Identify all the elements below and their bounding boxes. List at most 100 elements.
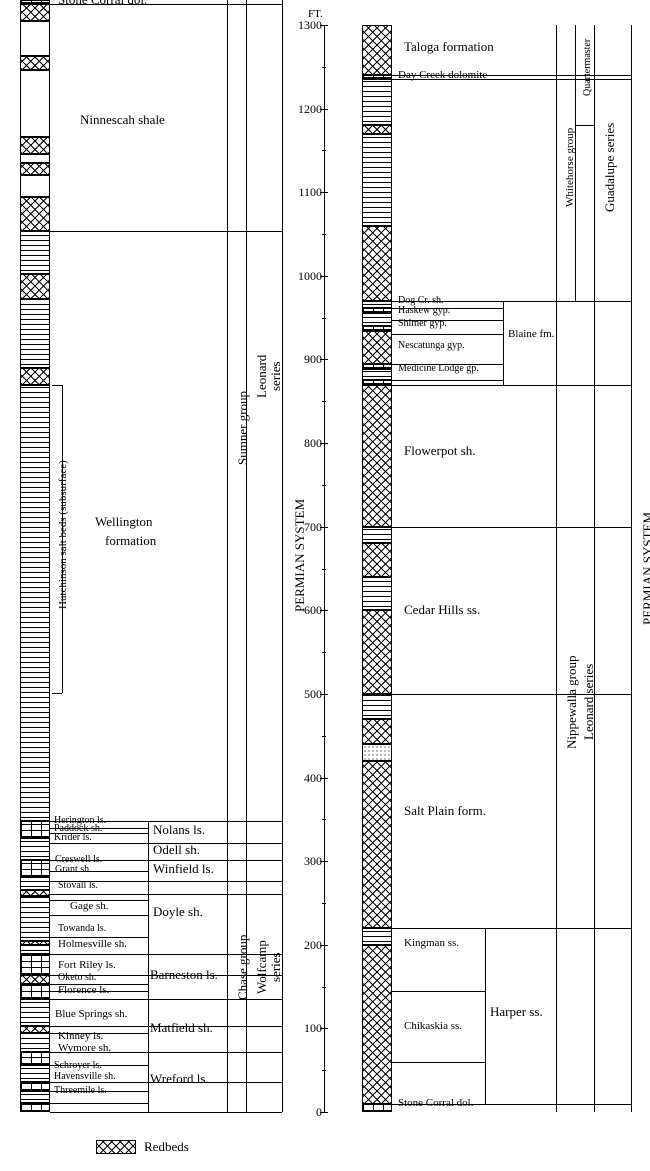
left-segment bbox=[20, 21, 50, 55]
right-segment bbox=[362, 134, 392, 226]
right-label: Cedar Hills ss. bbox=[404, 603, 480, 617]
left-segment bbox=[20, 231, 50, 274]
left-segment bbox=[20, 385, 50, 821]
left-segment bbox=[20, 821, 50, 838]
right-segment bbox=[362, 369, 392, 379]
right-label: Stone Corral dol. bbox=[398, 1098, 473, 1110]
left-label: Nolans ls. bbox=[153, 823, 205, 837]
left-series-divider bbox=[227, 821, 282, 822]
left-label: formation bbox=[105, 534, 156, 548]
right-label: Salt Plain form. bbox=[404, 804, 486, 818]
left-segment bbox=[20, 4, 50, 21]
scale-number: 500 bbox=[288, 687, 322, 702]
scale-number: 900 bbox=[288, 352, 322, 367]
scale-minor-tick bbox=[322, 485, 326, 486]
legend-swatch bbox=[96, 1140, 136, 1154]
left-unit-line bbox=[50, 1112, 282, 1113]
scale-number: 800 bbox=[288, 436, 322, 451]
left-segment bbox=[20, 1052, 50, 1065]
right-label: Flowerpot sh. bbox=[404, 444, 476, 458]
right-segment bbox=[362, 313, 392, 326]
left-segment bbox=[20, 999, 50, 1026]
right-vline bbox=[631, 25, 632, 1112]
right-vlabel: Nippewalla group bbox=[565, 638, 579, 766]
scale-minor-tick bbox=[322, 987, 326, 988]
right-segment bbox=[362, 226, 392, 301]
right-vlabel: Leonard series bbox=[582, 646, 596, 758]
right-vlabel: Guadalupe series bbox=[603, 103, 617, 231]
left-segment bbox=[20, 368, 50, 385]
left-vlabel: series bbox=[269, 943, 283, 991]
left-label: Grant sh. bbox=[55, 865, 92, 876]
right-label: Kingman ss. bbox=[404, 938, 459, 950]
left-label: Holmesville sh. bbox=[58, 939, 127, 951]
legend-label: Redbeds bbox=[144, 1140, 189, 1154]
right-vlabel: Quartermaster bbox=[583, 15, 594, 119]
left-segment bbox=[20, 70, 50, 137]
left-vline bbox=[227, 821, 228, 1112]
hutchinson-bracket bbox=[62, 385, 63, 693]
right-label: Nescatunga gyp. bbox=[398, 341, 465, 352]
right-segment bbox=[362, 543, 392, 576]
scale-minor-tick bbox=[322, 234, 326, 235]
right-segment bbox=[362, 25, 392, 75]
right-label: Chikaskia ss. bbox=[404, 1021, 462, 1033]
left-segment bbox=[20, 56, 50, 71]
scale-minor-tick bbox=[322, 150, 326, 151]
right-segment bbox=[362, 527, 392, 544]
left-segment bbox=[20, 137, 50, 154]
left-member-line bbox=[50, 1103, 148, 1104]
right-vlabel: Whitehorse group bbox=[565, 103, 577, 231]
right-unit-line bbox=[392, 385, 631, 386]
left-segment bbox=[20, 954, 50, 975]
right-segment bbox=[362, 694, 392, 719]
left-label: Florence ls. bbox=[58, 985, 109, 997]
scale-number: 400 bbox=[288, 771, 322, 786]
left-segment bbox=[20, 860, 50, 877]
left-label: Kinney ls. bbox=[58, 1031, 103, 1043]
left-segment bbox=[20, 1091, 50, 1104]
scale-number: 1100 bbox=[288, 185, 322, 200]
right-segment bbox=[362, 744, 392, 761]
left-segment bbox=[20, 890, 50, 897]
left-segment bbox=[20, 1033, 50, 1052]
left-label: Wymore sh. bbox=[58, 1043, 111, 1055]
right-vlabel: PERMIAN SYSTEM bbox=[641, 513, 650, 625]
left-segment bbox=[20, 175, 50, 196]
left-segment bbox=[20, 984, 50, 999]
scale-minor-tick bbox=[322, 819, 326, 820]
left-segment bbox=[20, 838, 50, 859]
right-subunit-line bbox=[392, 380, 503, 381]
left-segment bbox=[20, 877, 50, 890]
scale-minor-tick bbox=[322, 1070, 326, 1071]
right-segment bbox=[362, 125, 392, 133]
left-label: Threemile ls. bbox=[54, 1086, 107, 1097]
left-label: Stovall ls. bbox=[58, 881, 98, 892]
left-label: Oketo sh. bbox=[58, 973, 96, 984]
left-label: Odell sh. bbox=[153, 843, 200, 857]
left-label: Towanda ls. bbox=[58, 924, 106, 935]
right-segment bbox=[362, 1104, 392, 1112]
right-segment bbox=[362, 945, 392, 1104]
left-vlabel: Sumner group bbox=[236, 380, 250, 476]
left-vlabel: Leonard bbox=[255, 348, 269, 404]
scale-number: 200 bbox=[288, 938, 322, 953]
left-label: Schroyer ls. bbox=[54, 1061, 102, 1072]
left-segment bbox=[20, 274, 50, 300]
right-unit-line bbox=[392, 928, 631, 929]
left-vline bbox=[227, 0, 228, 821]
left-segment bbox=[20, 896, 50, 940]
right-segment bbox=[362, 385, 392, 527]
scale-number: 100 bbox=[288, 1021, 322, 1036]
scale-minor-tick bbox=[322, 736, 326, 737]
right-vline bbox=[594, 25, 595, 1112]
left-vlabel: Chase group bbox=[236, 923, 250, 1011]
left-segment bbox=[20, 1082, 50, 1091]
left-segment bbox=[20, 1065, 50, 1082]
left-vline bbox=[148, 821, 149, 1112]
left-segment bbox=[20, 1103, 50, 1112]
right-segment bbox=[362, 79, 392, 125]
scale-minor-tick bbox=[322, 652, 326, 653]
right-label: Haskew gyp. bbox=[398, 306, 450, 317]
scale-number: 1200 bbox=[288, 102, 322, 117]
